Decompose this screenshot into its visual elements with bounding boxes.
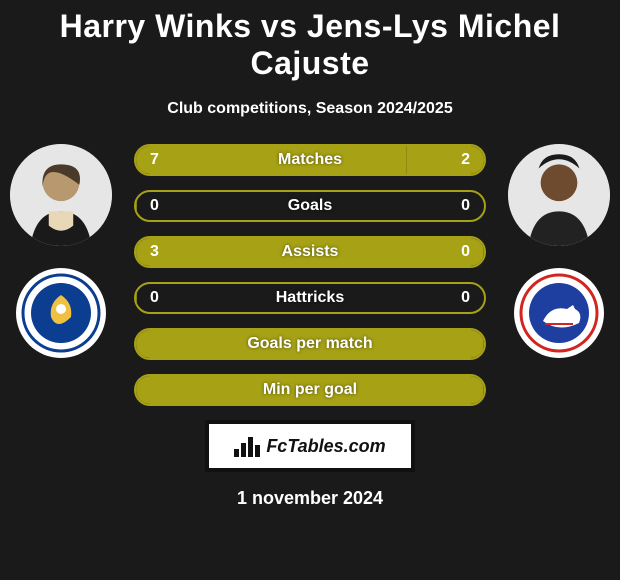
stat-label: Goals per match <box>136 330 484 358</box>
club-crest-icon <box>21 273 101 353</box>
club-crest-icon <box>519 273 599 353</box>
stat-label: Goals <box>136 192 484 220</box>
stat-label: Matches <box>136 146 484 174</box>
stat-row: Min per goal <box>134 374 486 406</box>
brand-text: FcTables.com <box>266 436 385 457</box>
subtitle: Club competitions, Season 2024/2025 <box>0 100 620 118</box>
left-player-avatar <box>10 144 112 246</box>
stat-row: 72Matches <box>134 144 486 176</box>
stat-bars: 72Matches 00Goals 30Assists 00Hattricks Goal… <box>134 144 486 406</box>
date-label: 1 november 2024 <box>0 488 620 509</box>
page-title: Harry Winks vs Jens-Lys Michel Cajuste <box>0 0 620 82</box>
stat-row: 00Goals <box>134 190 486 222</box>
person-icon <box>508 144 610 246</box>
right-club-badge <box>514 268 604 358</box>
right-player-column <box>504 144 614 358</box>
right-player-avatar <box>508 144 610 246</box>
stat-row: 30Assists <box>134 236 486 268</box>
bars-logo-icon <box>234 435 260 457</box>
comparison-panel: 72Matches 00Goals 30Assists 00Hattricks Goal… <box>0 144 620 406</box>
stat-label: Hattricks <box>136 284 484 312</box>
stat-row: 00Hattricks <box>134 282 486 314</box>
brand-badge: FcTables.com <box>205 420 415 472</box>
left-club-badge <box>16 268 106 358</box>
left-player-column <box>6 144 116 358</box>
person-icon <box>10 144 112 246</box>
stat-label: Min per goal <box>136 376 484 404</box>
stat-row: Goals per match <box>134 328 486 360</box>
stat-label: Assists <box>136 238 484 266</box>
